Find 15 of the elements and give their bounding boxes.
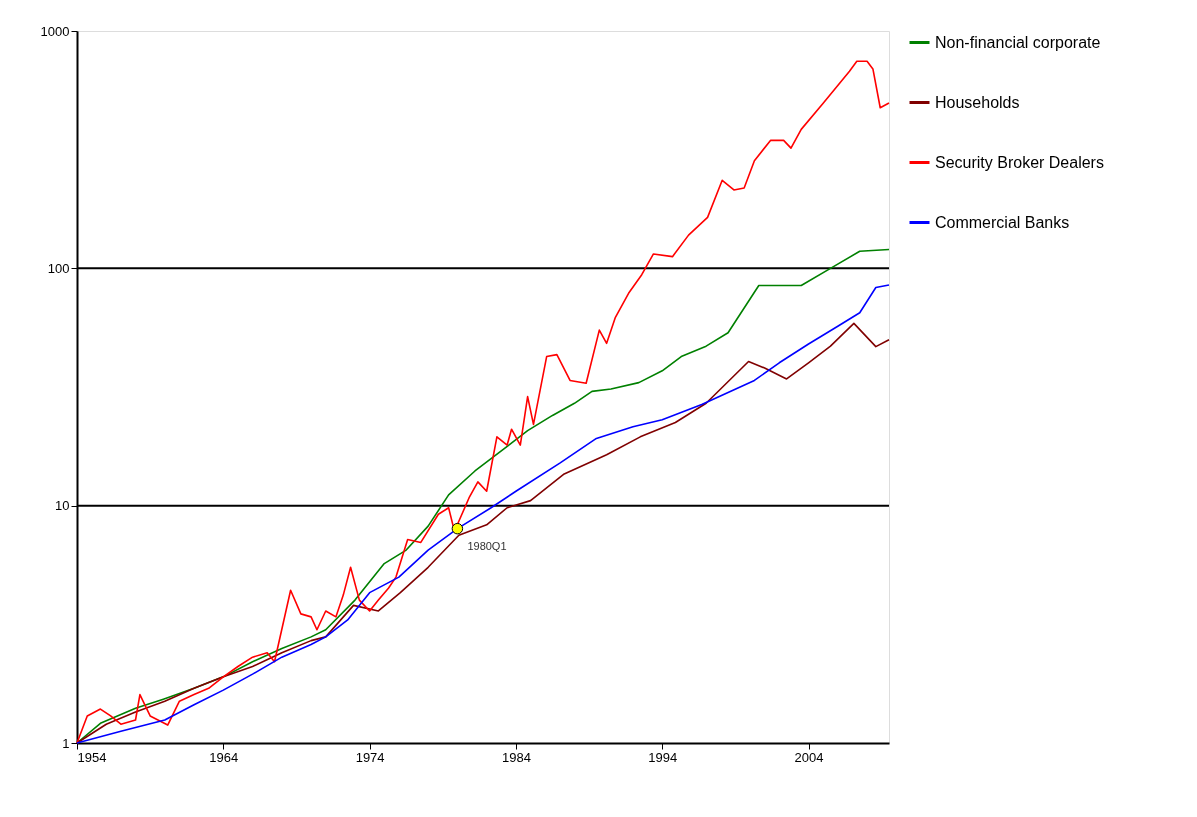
legend-label: Security Broker Dealers: [935, 153, 1104, 171]
legend-label: Non-financial corporate: [935, 33, 1101, 51]
y-tick-label: 100: [47, 260, 70, 276]
x-tick-label: 1964: [209, 749, 239, 765]
legend-label: Commercial Banks: [935, 213, 1070, 231]
legend-label: Households: [935, 93, 1020, 111]
x-tick-label: 1984: [501, 749, 531, 765]
x-tick-label: 1954: [77, 749, 107, 765]
y-tick-label: 1000: [40, 23, 70, 39]
x-tick-label: 1994: [648, 749, 678, 765]
y-tick-label: 10: [55, 498, 70, 514]
y-tick-label: 1: [62, 735, 70, 751]
x-tick-label: 2004: [794, 749, 824, 765]
x-tick-label: 1974: [355, 749, 385, 765]
annotation: 1980Q1: [467, 539, 507, 552]
